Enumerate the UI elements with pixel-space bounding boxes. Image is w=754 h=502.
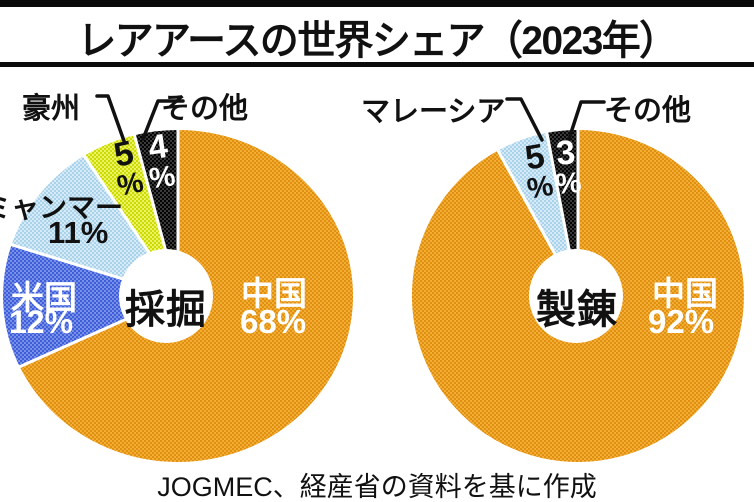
value-others-refining-sym: % [554,167,583,202]
value-myanmar: 11% [48,215,109,250]
label-others-refining: その他 [604,95,692,127]
center-label-mining: 採掘 [125,288,207,332]
donut-hole [529,249,623,343]
page-title: レアアースの世界シェア（2023年） [77,19,678,63]
connector-others-refining [567,100,606,141]
value-china-mining: 68% [240,303,307,340]
pie-slice-1 [3,244,178,367]
value-china-refining: 92% [648,303,715,340]
label-others-mining: その他 [161,93,249,125]
value-others-refining: 3 % [542,133,591,202]
value-usa: 12% [9,304,74,340]
title-underline [0,62,754,67]
center-label-refining: 製錬 [536,288,618,332]
donut-mining [3,129,354,462]
label-china-mining: 中国 [241,275,307,312]
connector-others-mining [141,99,185,141]
label-australia: 豪州 [22,93,81,125]
connector-australia [95,94,126,143]
label-usa: 米国 [11,279,77,316]
label-malaysia: マレーシア [361,96,506,128]
donut-refining [411,129,744,462]
value-others-mining: 4 % [134,127,186,196]
value-others-refining-num: 3 [554,133,577,173]
value-others-mining-sym: % [147,160,178,196]
label-myanmar: ミャンマー [0,192,124,223]
top-black-bar [0,0,754,7]
label-china-refining: 中国 [652,275,718,312]
source-credit: JOGMEC、経産省の資料を基に作成 [157,472,597,502]
connector-malaysia [505,97,544,142]
donut-hole [119,249,213,343]
